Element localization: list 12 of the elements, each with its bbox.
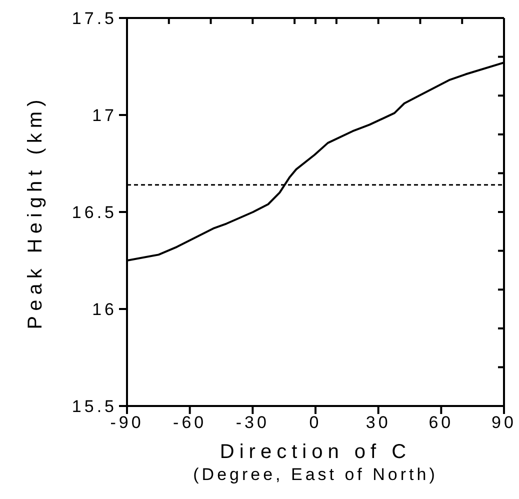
x-tick-label: 30 [366, 413, 391, 432]
x-axis-title: Direction of C (Degree, East of North) [193, 441, 438, 484]
x-tick-label: -60 [173, 413, 207, 432]
x-tick-label: 0 [309, 413, 322, 432]
x-tick-label: -30 [236, 413, 270, 432]
x-tick-label: 60 [428, 413, 454, 432]
y-tick-label: 16 [92, 300, 117, 320]
y-tick-label: 17 [92, 106, 117, 126]
y-tick-label: 17.5 [72, 9, 117, 28]
y-axis-title: Peak Height (km) [24, 94, 46, 330]
y-tick-label: 16.5 [72, 203, 117, 222]
x-tick-label: 90 [492, 413, 516, 432]
